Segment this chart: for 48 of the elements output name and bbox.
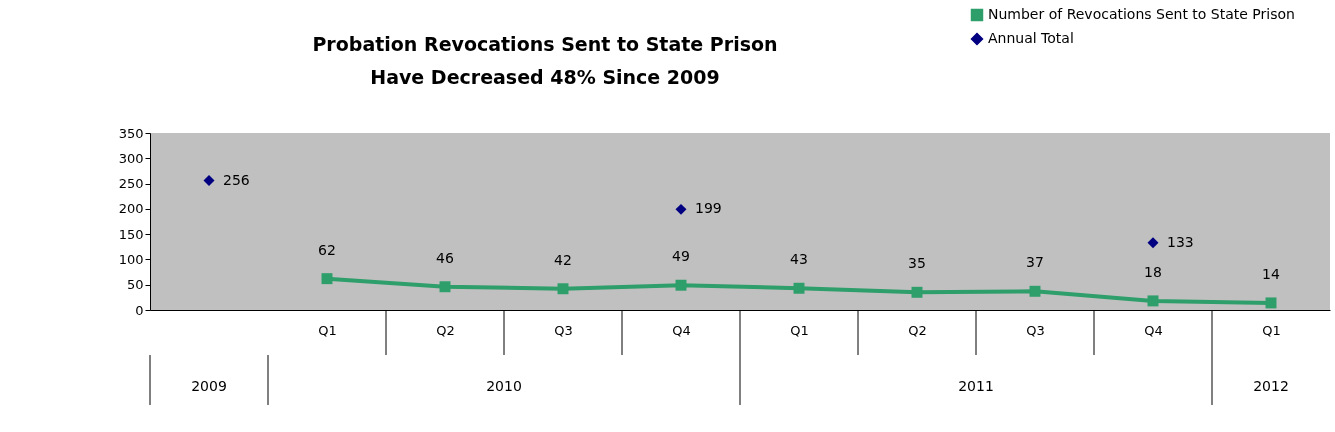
data-label: 18 (1144, 263, 1162, 280)
point (793, 282, 805, 294)
text: 2010 (486, 378, 522, 394)
data-label: 62 (318, 241, 336, 258)
point (1147, 237, 1159, 249)
y-tick-label: 150 (118, 226, 144, 242)
x-tick-label: Q2 (436, 322, 455, 338)
point (1147, 295, 1159, 307)
chart-title: Probation Revocations Sent to State Prison Have Decreased 48% Since 2009 (312, 33, 778, 88)
data-label: 14 (1262, 265, 1280, 282)
data-label: 46 (436, 249, 454, 266)
point (675, 203, 687, 215)
point (321, 273, 333, 285)
y-tick-label: 350 (118, 125, 144, 141)
y-tick-label: 250 (118, 176, 144, 192)
data-label: 133 (1167, 233, 1194, 250)
data-label: 35 (908, 255, 926, 272)
data-label: 49 (672, 248, 690, 265)
x-tick-label: Q1 (1262, 322, 1281, 338)
point (675, 279, 687, 291)
point (1029, 285, 1041, 297)
point (557, 283, 569, 295)
x-tick-label: Q3 (1026, 322, 1045, 338)
data-label: 199 (695, 200, 722, 217)
point (203, 175, 215, 187)
point (439, 281, 451, 293)
x-tick-label: Q4 (672, 322, 691, 338)
data-label: 43 (790, 251, 808, 268)
legend-label: Number of Revocations Sent to State Prison (988, 6, 1295, 22)
y-tick-label: 300 (118, 150, 144, 166)
y-tick-label: 100 (118, 251, 144, 267)
x-tick-label: Q1 (790, 322, 809, 338)
legend-label: Annual Total (988, 30, 1074, 46)
point (1265, 297, 1277, 309)
text: 2011 (958, 378, 994, 394)
point (911, 286, 923, 298)
text: 2009 (191, 378, 227, 394)
x-tick-label: Q3 (554, 322, 573, 338)
x-tick-label: Q4 (1144, 322, 1163, 338)
data-label: 256 (223, 171, 250, 188)
y-tick-label: 50 (126, 277, 144, 293)
y-tick-label: 200 (118, 201, 144, 217)
x-tick-label: Q2 (908, 322, 927, 338)
data-label: 42 (554, 251, 572, 268)
y-tick-label: 0 (135, 302, 144, 318)
x-tick-label: Q1 (318, 322, 337, 338)
data-label: 37 (1026, 254, 1044, 271)
text: 2012 (1253, 378, 1289, 394)
